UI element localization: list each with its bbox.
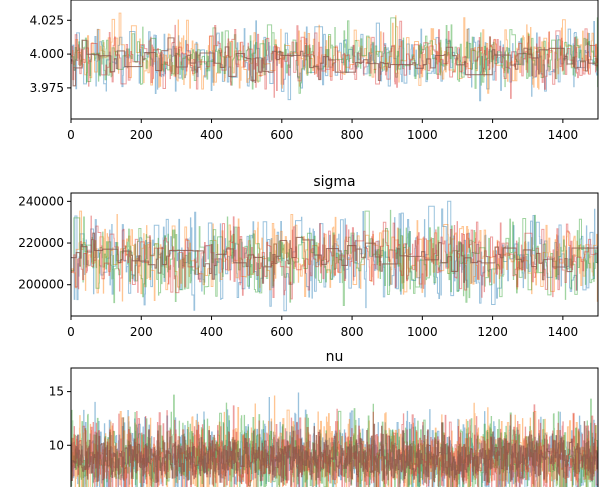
panel-title: nu — [326, 349, 344, 365]
trace-line-chain-3 — [71, 209, 598, 307]
trace-line-chain-2 — [71, 12, 598, 94]
x-tick-label: 0 — [67, 128, 75, 142]
y-tick-label: 15 — [49, 385, 64, 399]
x-tick-label: 0 — [67, 325, 75, 339]
trace-lines — [71, 12, 598, 102]
trace-lines — [71, 200, 598, 312]
x-tick-label: 1400 — [548, 128, 579, 142]
trace-line-chain-3 — [71, 17, 598, 94]
trace-lines — [71, 392, 598, 487]
trace-line-chain-1 — [71, 20, 598, 102]
y-tick-label: 3.975 — [30, 81, 64, 95]
x-tick-label: 800 — [341, 325, 364, 339]
trace-line-chain-1 — [71, 392, 598, 487]
x-tick-label: 1000 — [407, 128, 438, 142]
trace-panel-2: 200000 220000 240000 0 200 400 600 800 1000 1200 1… — [18, 174, 599, 339]
trace-line-chain-5 — [71, 232, 598, 284]
trace-line-chain-2 — [71, 210, 598, 302]
axes-frame — [70, 367, 599, 487]
x-tick-label: 400 — [200, 128, 223, 142]
x-tick-label: 200 — [130, 325, 153, 339]
x-tick-label: 1200 — [477, 128, 508, 142]
y-tick-label: 4.025 — [30, 13, 64, 27]
x-tick-label: 200 — [130, 128, 153, 142]
y-tick-label: 220000 — [18, 236, 64, 250]
y-tick-label: 10 — [49, 438, 64, 452]
trace-panel-3: 51015nu — [49, 349, 599, 487]
panel-title: sigma — [313, 174, 355, 190]
trace-panel-1: 3.975 4.000 4.025 0 200 400 600 800 1000 1200 1400 — [30, 0, 599, 142]
x-tick-label: 1400 — [548, 325, 579, 339]
x-tick-label: 1200 — [477, 325, 508, 339]
y-tick-label: 240000 — [18, 194, 64, 208]
axes-frame — [70, 0, 599, 120]
y-tick-label: 4.000 — [30, 47, 64, 61]
x-tick-label: 1000 — [407, 325, 438, 339]
x-tick-label: 400 — [200, 325, 223, 339]
y-tick-label: 200000 — [18, 278, 64, 292]
trace-line-chain-5 — [71, 421, 598, 483]
trace-line-chain-5 — [71, 37, 598, 87]
x-tick-label: 600 — [270, 128, 293, 142]
x-tick-label: 600 — [270, 325, 293, 339]
axes-frame — [70, 192, 599, 317]
x-tick-label: 800 — [341, 128, 364, 142]
